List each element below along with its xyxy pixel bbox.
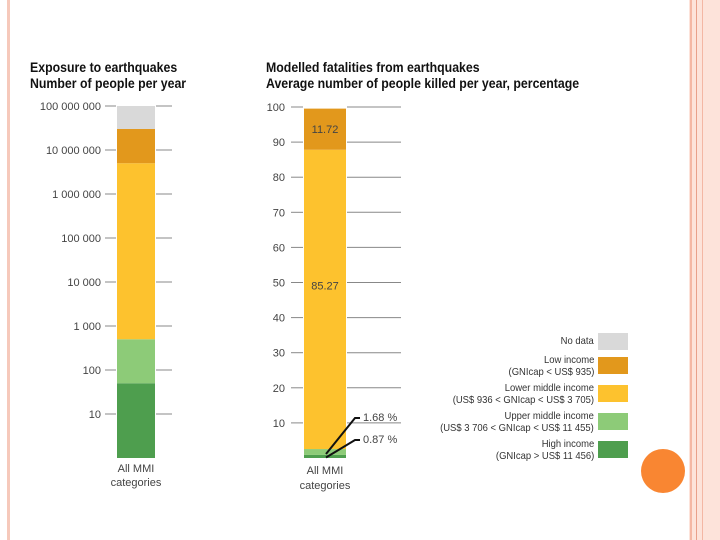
leader-line-upper-middle [325,417,360,455]
y-tick-label: 50 [273,278,285,290]
decorative-orange-circle [641,449,685,493]
bar-segment-low [304,108,346,150]
data-label-upper-middle: 1.68 % [363,412,397,424]
bar-segment-high [304,454,346,458]
data-label-high: 0.87 % [363,434,397,446]
legend-label-low: Low income (GNIcap < US$ 935) [508,354,594,378]
bar-segment-upper_middle [304,449,346,455]
legend-label-high: High income (GNIcap > US$ 11 456) [496,438,594,462]
y-tick-label: 10 [273,418,285,430]
x-category-label: All MMI [118,463,155,475]
chart2-subtitle: Average number of people killed per year… [266,75,580,91]
legend-label-line1: Upper middle income [504,410,594,422]
bar-segment-low [117,129,155,164]
y-tick-label: 10 000 000 [46,145,101,157]
legend-swatch-high [598,441,628,458]
legend-label-line1: Lower middle income [504,382,594,394]
bar-segment-no_data [117,106,155,130]
data-label-low: 11.72 [312,124,339,136]
bar-segment-high [117,383,155,458]
y-tick-label: 20 [273,383,285,395]
y-tick-label: 70 [273,207,285,219]
left-border-decoration [7,0,10,540]
x-category-label: All MMI [307,465,344,477]
legend-label-line2: (GNIcap < US$ 935) [508,366,594,378]
y-tick-label: 100 000 000 [40,101,101,113]
chart1-title-line1: Exposure to earthquakes [30,59,178,75]
chart1-title: Exposure to earthquakes Number of people… [30,59,186,91]
x-category-label: categories [300,480,351,492]
y-tick-label: 100 [267,102,285,114]
y-tick-label: 30 [273,348,285,360]
bar-segment-upper_middle [117,339,155,384]
legend-label-line1: Low income [543,354,594,366]
bar-segment-lower_middle [304,149,346,450]
legend-swatch-lower_middle [598,385,628,402]
y-tick-label: 80 [273,172,285,184]
y-tick-label: 10 [89,409,101,421]
y-tick-label: 10 000 [67,277,101,289]
legend-label-line2: (US$ 936 < GNIcap < US$ 3 705) [452,394,594,406]
right-border-decoration [689,0,720,540]
bar-segment-lower_middle [117,163,155,340]
legend-swatch-no_data [598,333,628,350]
y-tick-label: 1 000 [73,321,101,333]
legend-label-line1: No data [560,335,594,347]
legend-label-lower_middle: Lower middle income (US$ 936 < GNIcap < U… [453,382,594,406]
legend-swatch-low [598,357,628,374]
chart1-subtitle: Number of people per year [30,75,187,91]
chart2-title: Modelled fatalities from earthquakes Ave… [266,59,579,91]
legend-label-no_data: No data [561,335,594,347]
y-tick-label: 100 [83,365,101,377]
legend-label-line2: (GNIcap > US$ 11 456) [495,450,594,462]
y-tick-label: 1 000 000 [52,189,101,201]
chart2-title-line1: Modelled fatalities from earthquakes [266,59,480,75]
legend-label-line2: (US$ 3 706 < GNIcap < US$ 11 455) [440,422,594,434]
leader-line-high [325,439,360,459]
legend-swatch-upper_middle [598,413,628,430]
y-tick-label: 40 [273,313,285,325]
x-category-label: categories [111,477,162,489]
y-tick-label: 60 [273,242,285,254]
y-tick-label: 90 [273,137,285,149]
data-label-lower_middle: 85.27 [311,281,339,293]
y-tick-label: 100 000 [61,233,101,245]
legend-label-line1: High income [541,438,594,450]
legend-label-upper_middle: Upper middle income (US$ 3 706 < GNIcap <… [440,410,594,434]
